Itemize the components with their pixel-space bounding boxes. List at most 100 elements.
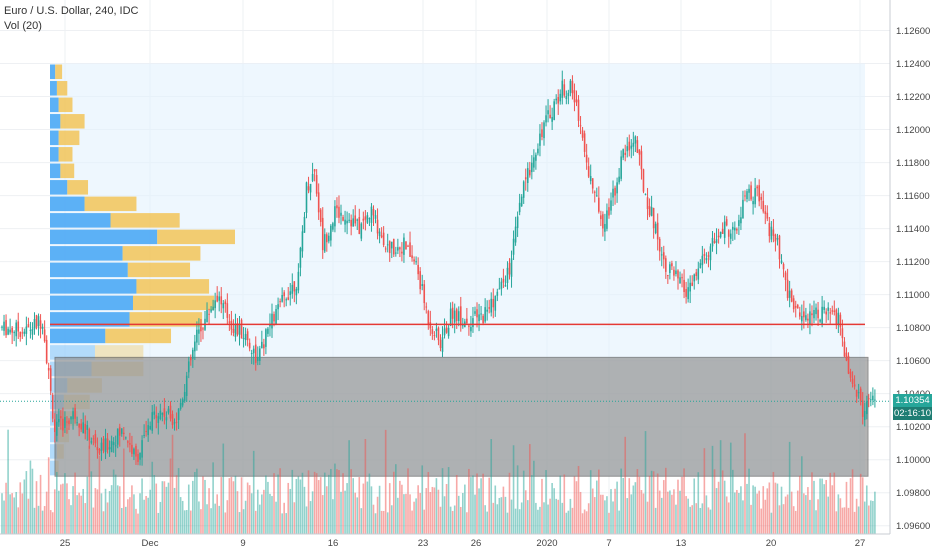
candle-body xyxy=(334,206,336,227)
candle-body xyxy=(283,292,285,297)
volume-bar xyxy=(579,491,582,534)
volume-bar xyxy=(437,489,440,534)
volume-bar xyxy=(518,509,521,534)
x-tick-label: 16 xyxy=(328,538,339,549)
candle-body xyxy=(805,315,807,321)
candle-body xyxy=(652,208,655,229)
candle-body xyxy=(33,319,36,330)
candle-body xyxy=(624,152,627,155)
candle-body xyxy=(780,260,783,264)
profile-row-down xyxy=(58,130,80,146)
volume-bar xyxy=(66,483,68,534)
candle-body xyxy=(573,90,576,103)
volume-bar xyxy=(758,490,760,534)
candle-body xyxy=(189,357,192,361)
volume-bar xyxy=(403,494,405,534)
volume-bar xyxy=(821,478,823,534)
volume-bar xyxy=(133,494,135,534)
volume-bar xyxy=(819,478,821,534)
volume-bar xyxy=(746,483,748,534)
candle-body xyxy=(457,311,460,322)
volume-bar xyxy=(386,512,389,534)
volume-bar xyxy=(56,471,58,534)
volume-bar xyxy=(19,482,22,534)
candle-body xyxy=(82,422,84,434)
volume-bar xyxy=(321,495,324,534)
candle-body xyxy=(853,384,856,387)
candle-body xyxy=(512,238,515,255)
volume-bar xyxy=(721,470,724,534)
candle-body xyxy=(66,421,68,423)
volume-bar xyxy=(689,506,691,534)
volume-bar xyxy=(230,476,233,534)
chart-title: Euro / U.S. Dollar, 240, IDC xyxy=(4,5,139,17)
volume-bar xyxy=(563,474,566,534)
volume-bar xyxy=(484,505,486,534)
candle-body xyxy=(612,188,614,198)
candle-body xyxy=(275,309,277,325)
volume-bar xyxy=(496,504,499,534)
candle-body xyxy=(466,318,468,324)
volume-bar xyxy=(417,485,419,534)
volume-bar xyxy=(236,491,239,534)
profile-row-up xyxy=(50,130,59,146)
volume-bar xyxy=(482,473,484,534)
volume-bar xyxy=(587,503,590,534)
volume-bar xyxy=(829,472,832,534)
volume-bar xyxy=(660,497,663,534)
volume-bar xyxy=(583,509,586,534)
candle-body xyxy=(843,341,846,357)
candle-body xyxy=(309,183,312,193)
volume-bar xyxy=(872,500,874,534)
candle-body xyxy=(498,288,501,290)
candle-body xyxy=(744,195,746,197)
candle-body xyxy=(279,301,281,303)
candle-body xyxy=(593,191,596,193)
candle-body xyxy=(677,270,679,279)
candle-body xyxy=(585,154,588,163)
candle-body xyxy=(766,212,769,219)
volume-bar xyxy=(328,474,330,534)
volume-bar xyxy=(141,478,143,534)
volume-bar xyxy=(98,455,101,534)
volume-bar xyxy=(372,504,375,534)
volume-bar xyxy=(520,502,523,534)
candle-body xyxy=(358,217,361,235)
volume-bar xyxy=(94,488,97,534)
candle-body xyxy=(470,326,472,332)
volume-bar xyxy=(72,486,74,534)
candle-body xyxy=(348,219,350,221)
volume-bar xyxy=(374,513,377,534)
candle-body xyxy=(575,99,578,103)
candle-body xyxy=(833,310,836,312)
candle-body xyxy=(384,248,387,250)
volume-bar xyxy=(709,509,712,534)
volume-bar xyxy=(74,472,76,534)
candle-body xyxy=(557,97,560,104)
volume-bar xyxy=(183,510,186,534)
candle-body xyxy=(51,394,54,419)
volume-bar xyxy=(675,504,677,534)
volume-bar xyxy=(86,476,89,534)
candle-body xyxy=(606,210,608,229)
candle-body xyxy=(49,368,52,391)
candle-body xyxy=(1,326,3,328)
volume-bar xyxy=(742,500,744,534)
candle-body xyxy=(135,445,137,457)
volume-bar xyxy=(137,513,139,534)
volume-bar xyxy=(711,445,714,534)
candle-body xyxy=(669,264,671,274)
candle-body xyxy=(155,415,158,419)
y-tick-label: 1.11200 xyxy=(896,257,930,268)
candle-body xyxy=(326,234,328,243)
candle-body xyxy=(689,282,691,292)
volume-bar xyxy=(833,472,836,534)
volume-bar xyxy=(157,512,160,534)
candle-body xyxy=(656,222,659,240)
candle-body xyxy=(786,279,789,299)
candle-body xyxy=(45,339,48,364)
candle-body xyxy=(865,401,868,415)
horizontal-line[interactable] xyxy=(0,323,890,402)
candle-body xyxy=(782,264,785,270)
